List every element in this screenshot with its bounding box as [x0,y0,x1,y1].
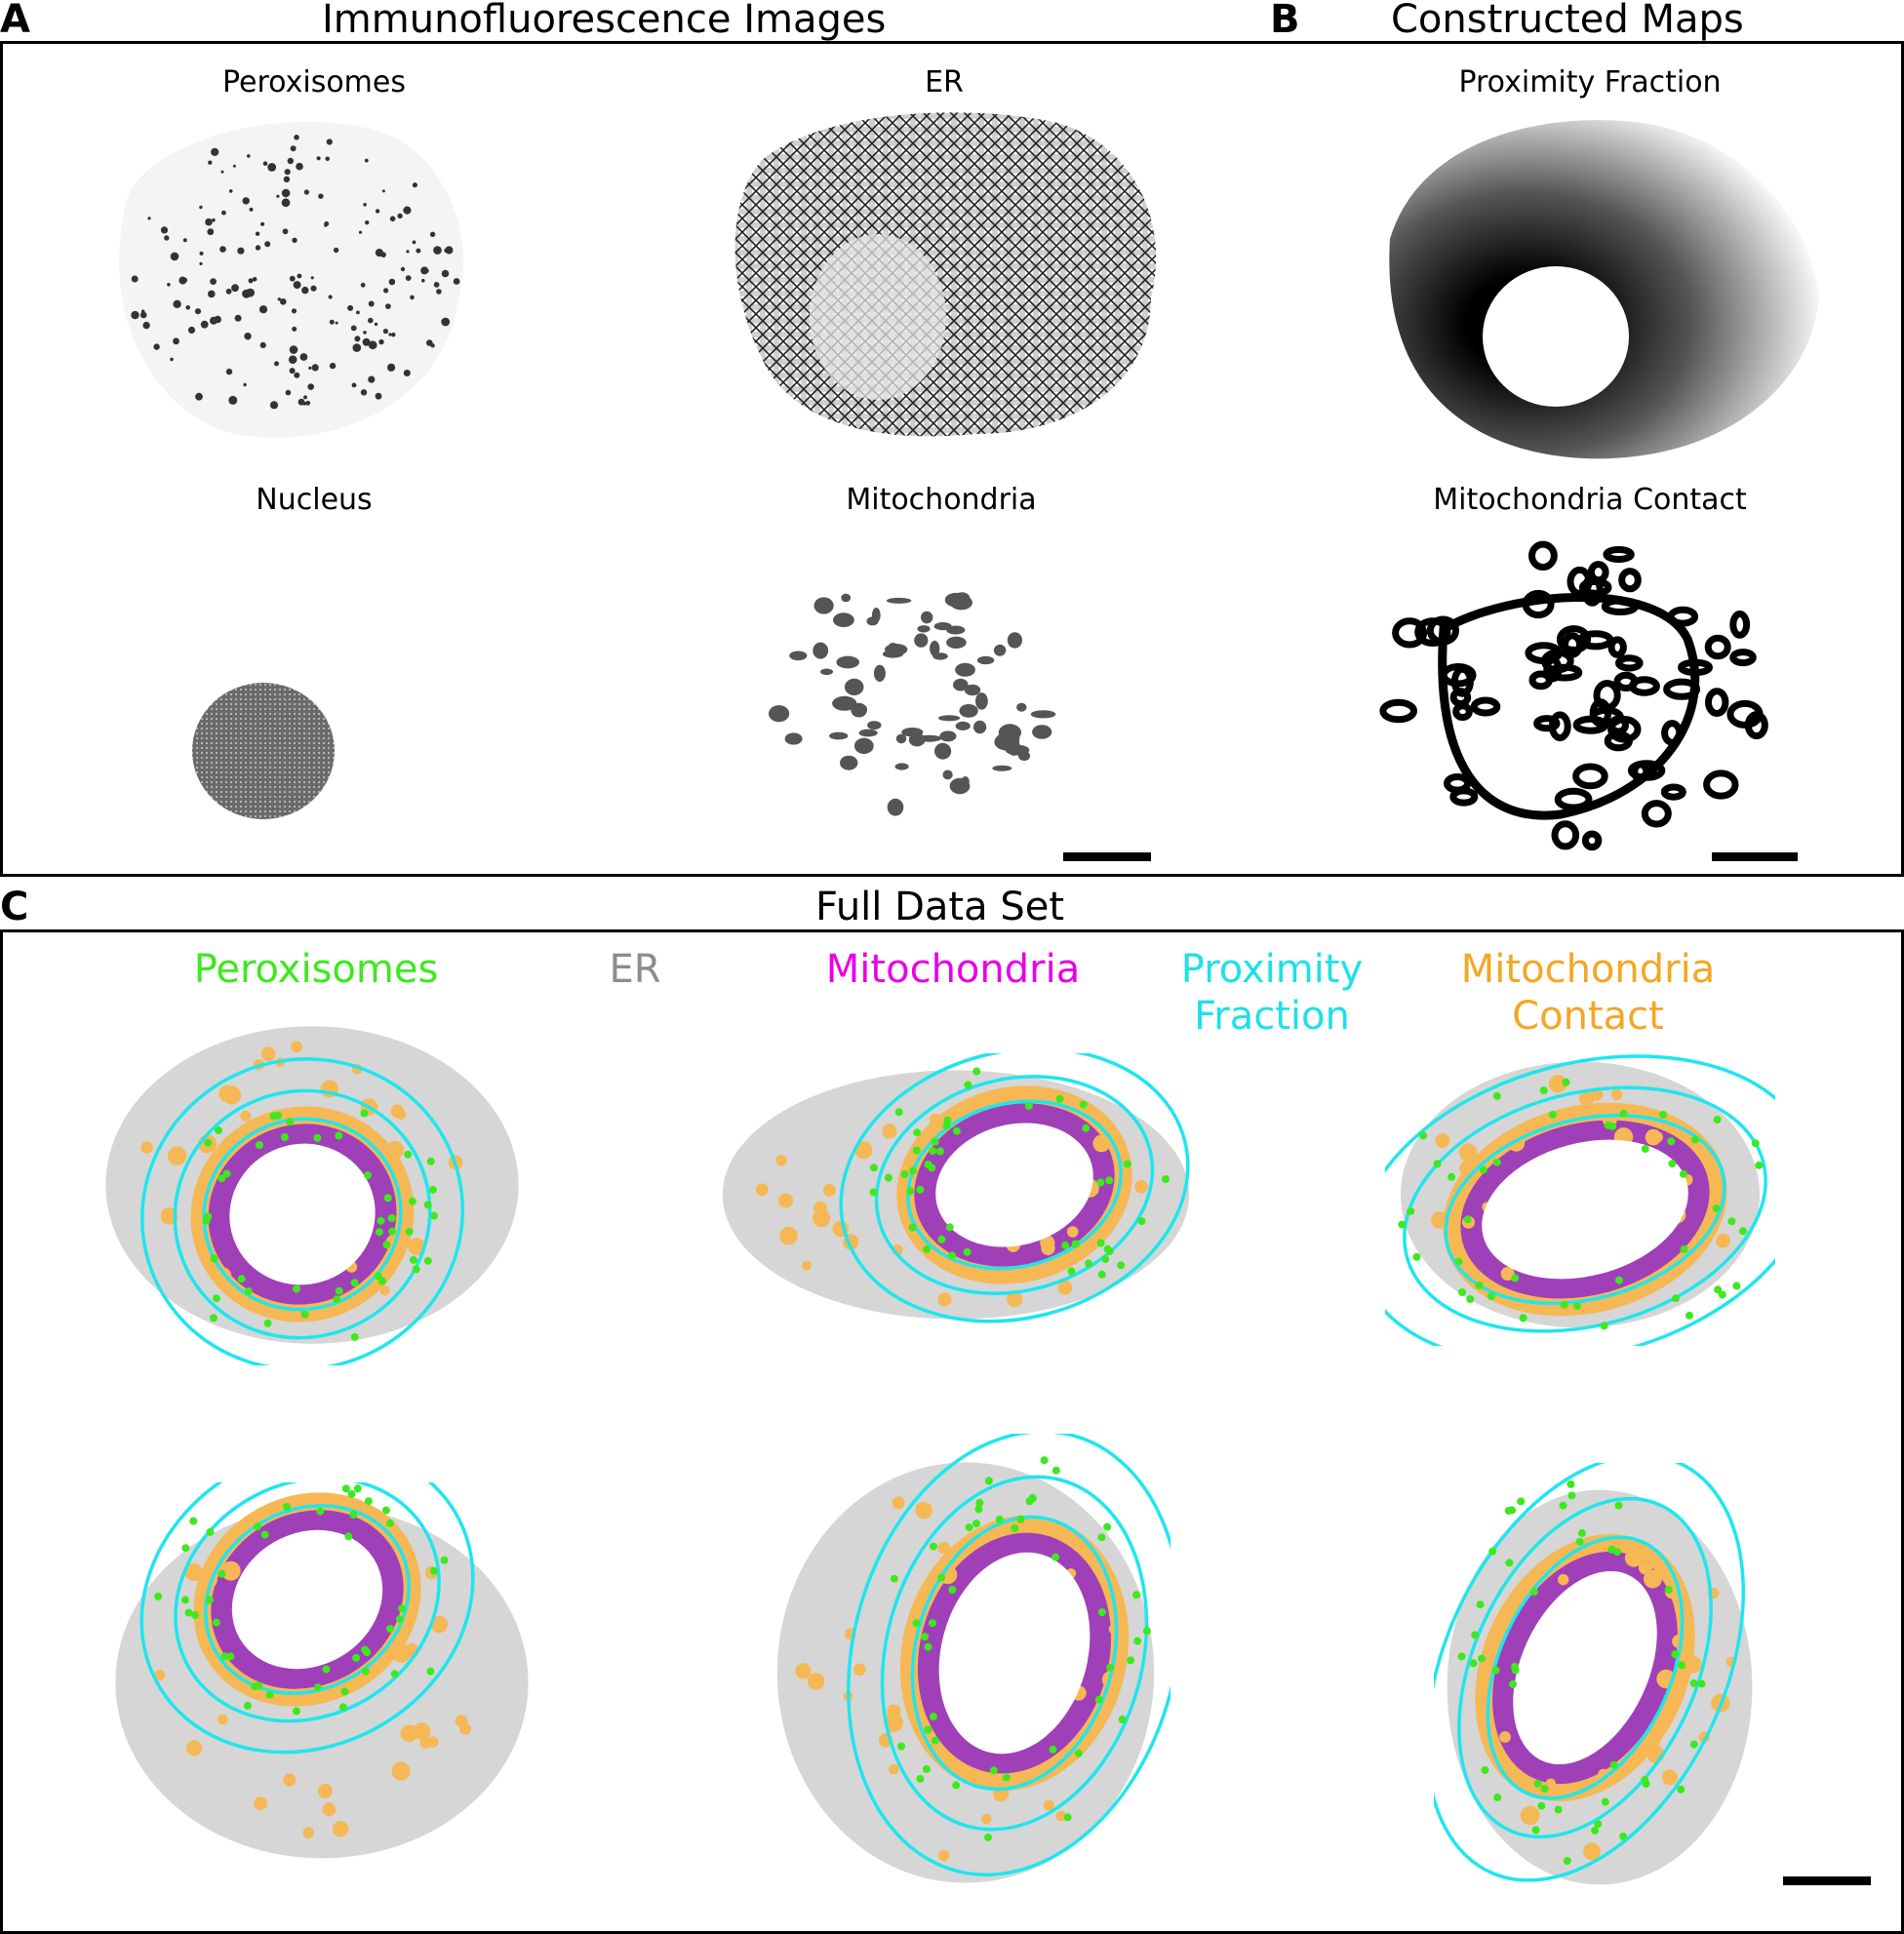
legend-mitochondria-contact: Mitochondria Contact [1460,947,1716,1039]
mitochondria-image [732,527,1141,858]
scale-bar-a [1063,852,1151,861]
nucleus-label: Nucleus [256,483,373,517]
cell-overlay-6 [1434,1463,1765,1912]
scale-bar-c [1783,1876,1871,1885]
panel-a-title: Immunofluorescence Images [322,0,887,42]
panel-a-letter: A [0,0,30,42]
cell-overlay-1 [88,1005,536,1365]
nucleus-image [98,527,527,858]
panels-ab-frame [0,41,1904,877]
peroxisomes-label: Peroxisomes [222,65,406,99]
legend-er: ER [609,947,661,992]
cell-overlay-5 [761,1434,1170,1912]
mitochondria-label: Mitochondria [846,483,1037,517]
panel-b-title: Constructed Maps [1391,0,1744,42]
proximity-fraction-map [1361,102,1819,463]
er-network-image [722,102,1170,463]
cell-overlay-3 [1385,1044,1775,1346]
proximity-fraction-label: Proximity Fraction [1458,65,1722,99]
panel-b-letter: B [1270,0,1300,42]
panel-c-letter: C [0,885,29,929]
mitochondria-contact-map [1366,522,1814,873]
mitochondria-contact-label: Mitochondria Contact [1433,483,1747,517]
legend-mitochondria: Mitochondria [825,947,1081,992]
er-label: ER [925,65,964,99]
panel-c-title: Full Data Set [815,885,1065,929]
legend-peroxisomes: Peroxisomes [193,947,439,992]
cell-overlay-2 [702,1053,1210,1336]
scale-bar-b [1712,852,1798,861]
legend-proximity-fraction: Proximity Fraction [1180,947,1364,1039]
panel-c-frame [0,929,1904,1934]
peroxisome-puncta-image [88,102,527,463]
cell-overlay-4 [98,1482,546,1882]
